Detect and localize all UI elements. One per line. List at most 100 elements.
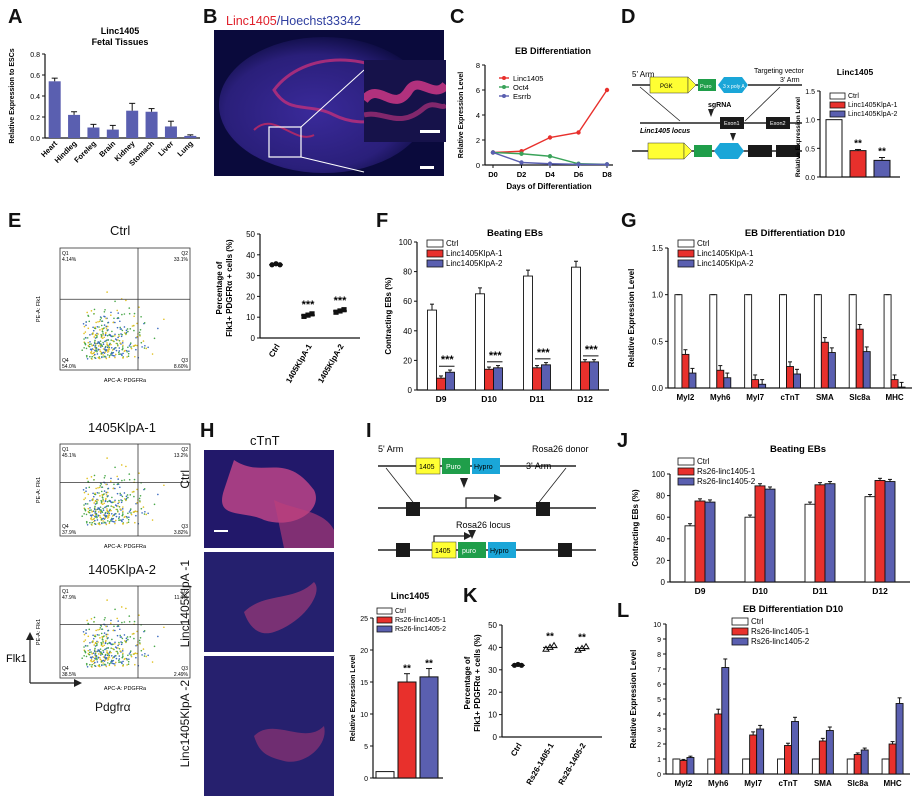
quadrant-label: Q1 [62,447,69,453]
flow-event [106,346,109,349]
flow-event [103,502,106,505]
flow-event [117,502,119,505]
legend-swatch [677,457,695,466]
flow-event [83,654,85,657]
x-tick-label: D8 [602,170,612,179]
legend-label: Linc1405KlpA-2 [697,259,754,268]
panel-d-puro-label: Puro [700,84,712,90]
flow-event [124,657,126,660]
flow-event [107,350,110,352]
x-tick-label: Slc8a [849,393,870,402]
legend-swatch [677,239,695,248]
panel-letter-e: E [8,210,22,232]
flow-event [141,654,143,656]
flow-event [134,663,136,666]
flow-event [94,505,96,508]
flow-event [107,658,110,660]
flow-event [116,309,118,312]
flow-event [113,317,115,320]
flow-event [117,312,120,314]
bar [873,159,891,178]
flow-event [96,650,99,653]
flow-event [114,661,117,664]
flow-event [125,299,127,302]
flow-event [118,647,121,650]
flow-event [122,660,124,663]
quadrant-label: Q4 [62,524,69,530]
y-tick-label: 0.0 [652,384,664,393]
flow-event [110,346,113,349]
flow-event [100,518,103,521]
flow-event [135,656,137,659]
bar [541,364,551,391]
panel-d-pgk-label: PGK [660,84,673,90]
flow-event [87,327,90,330]
flow-event [106,509,108,512]
flow-event [93,650,96,653]
flow-event [116,508,118,511]
bar [484,368,494,391]
chart-title: EB Differentiation [515,46,591,56]
flow-event [83,332,85,335]
panel-h-label-k1: Linc1405KlpA -1 [178,560,192,648]
flow-event [93,342,96,345]
bar [679,760,688,775]
flow-event [95,347,98,350]
flow-event [102,341,104,344]
flow-event [128,478,131,481]
panel-letter-d: D [621,6,636,28]
y-tick-label: 100 [652,470,666,479]
bar [674,294,683,389]
quadrant-label: 33.1% [174,257,189,263]
y-tick-label: 20 [360,648,368,655]
quadrant-label: 37.9% [62,530,77,536]
flow-event [87,510,90,513]
flow-event [147,512,149,515]
significance-stars: *** [302,299,316,311]
panel-i-lnc-label-2: 1405 [435,548,451,555]
x-tick-label: Myl2 [675,779,693,788]
flow-event [119,519,121,521]
flow-event [105,357,108,360]
flow-event [117,316,119,319]
flow-event [105,633,108,636]
flow-event [104,653,107,656]
flow-event [138,614,140,616]
flow-event [114,321,116,324]
flow-event [118,519,120,521]
flow-event [100,643,103,645]
flow-event [135,348,137,351]
flow-event [86,311,88,314]
flow-event [119,320,121,323]
y-tick-label: 0.0 [30,136,40,143]
flow-event [89,641,91,644]
flow-event [123,634,126,636]
flow-event [91,355,94,358]
flow-event [87,344,90,347]
panel-d-polya-box [718,77,748,93]
flow-event [118,643,120,645]
flow-event [104,348,106,351]
flow-frame [59,443,191,537]
flow-event [99,495,101,497]
flow-event [123,479,126,481]
flow-event [122,664,124,667]
y-tick-label: 2 [657,742,661,749]
flow-event [124,349,126,352]
flow-event [114,646,117,648]
x-tick-label: D4 [545,170,555,179]
data-point [547,161,553,166]
flow-event [81,515,83,517]
flow-event [134,344,137,346]
flow-event [88,651,91,654]
legend-label: Ctrl [395,608,406,615]
flow-event [91,524,93,526]
flow-event [94,634,96,637]
flow-event [121,346,124,348]
flow-event [112,647,114,650]
legend-label: Rs26-linc1405-1 [395,617,446,624]
flow-event [143,655,146,657]
flow-event [99,318,102,321]
y-tick-label: 0 [251,334,256,343]
